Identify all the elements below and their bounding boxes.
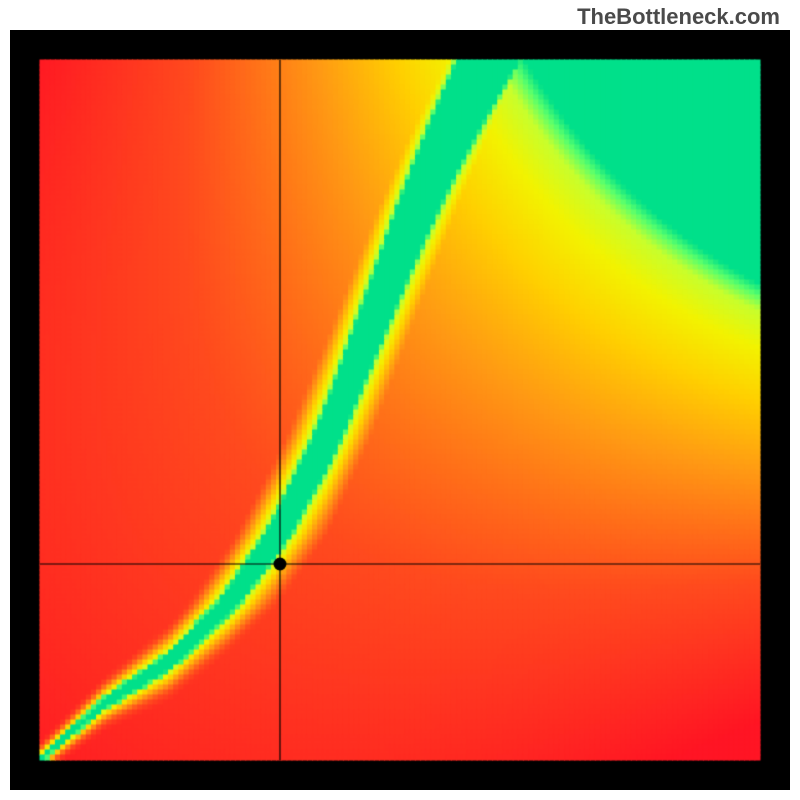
watermark-label: TheBottleneck.com	[577, 4, 780, 30]
heatmap-canvas	[10, 30, 790, 790]
heatmap-plot-area	[10, 30, 790, 790]
